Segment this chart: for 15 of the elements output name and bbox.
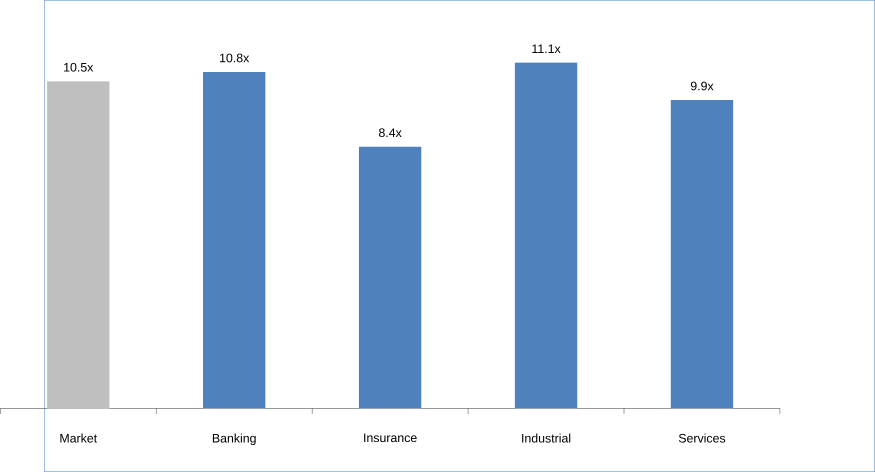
bar: [670, 100, 734, 408]
data-label: 11.1x: [532, 44, 561, 53]
x-tick-label: Market: [60, 434, 98, 443]
data-label: 8.4x: [378, 128, 402, 138]
x-tick-label: Banking: [212, 434, 256, 446]
x-tick-label: Insurance: [364, 434, 417, 442]
bar: [203, 72, 266, 408]
bar: [47, 81, 110, 408]
data-label: 9.9x: [690, 82, 714, 90]
data-label: 10.8x: [220, 54, 250, 62]
bar: [358, 146, 422, 408]
data-label: 10.5x: [64, 62, 94, 72]
x-tick-label: Industrial: [522, 434, 570, 443]
bar: [514, 62, 578, 408]
x-tick-label: Services: [678, 434, 726, 443]
